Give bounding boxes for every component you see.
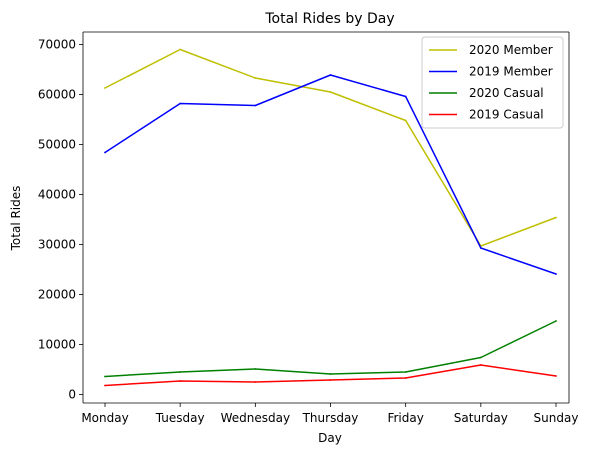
y-tick-label-60000: 60000 xyxy=(38,88,76,102)
plot-frame xyxy=(82,31,570,404)
y-tick-label-0: 0 xyxy=(68,388,76,402)
data-point-2019-member-wednesday xyxy=(254,104,257,107)
data-point-2019-casual-thursday xyxy=(329,379,332,381)
y-tick-label-70000: 70000 xyxy=(38,38,76,52)
data-point-2020-casual-monday xyxy=(104,375,106,378)
x-axis-ticks: Monday Tuesday Wednesday Thursday Friday Satu… xyxy=(81,403,578,425)
data-point-2020-member-tuesday xyxy=(179,48,182,51)
data-point-2019-member-tuesday xyxy=(179,102,182,105)
data-point-2019-casual-monday xyxy=(104,384,106,387)
x-tick-label-monday: Monday xyxy=(81,411,128,425)
chart-title: Total Rides by Day xyxy=(264,11,394,27)
data-point-2020-member-wednesday xyxy=(254,77,257,79)
x-tick-label-friday: Friday xyxy=(387,411,423,425)
series-2019-member xyxy=(104,74,557,275)
data-point-2019-casual-wednesday xyxy=(254,381,257,383)
y-axis-ticks: 0 10000 20000 30000 40000 50000 60000 70000 xyxy=(38,38,83,402)
data-point-2020-member-sunday xyxy=(555,216,557,219)
data-point-2020-casual-saturday xyxy=(479,356,482,359)
y-tick-label-40000: 40000 xyxy=(38,188,76,202)
y-tick-label-20000: 20000 xyxy=(38,288,76,302)
data-point-2020-member-thursday xyxy=(329,91,332,93)
legend: 2020 Member 2019 Member 2020 Casual 2019 Ca… xyxy=(421,36,564,129)
y-tick-label-10000: 10000 xyxy=(38,338,76,352)
series-2019-casual xyxy=(104,364,557,387)
data-point-2019-casual-tuesday xyxy=(179,380,182,382)
data-point-2019-member-sunday xyxy=(555,273,557,275)
series-layer xyxy=(104,48,557,387)
y-axis-label: Total Rides xyxy=(9,186,23,252)
data-point-2020-member-friday xyxy=(404,119,407,122)
data-point-2019-member-saturday xyxy=(479,247,482,249)
legend-label-2019-casual: 2019 Casual xyxy=(469,108,544,122)
data-point-2019-casual-saturday xyxy=(479,364,482,366)
x-tick-label-sunday: Sunday xyxy=(534,411,579,425)
data-point-2020-casual-tuesday xyxy=(179,371,182,373)
y-tick-label-50000: 50000 xyxy=(38,138,76,152)
x-tick-label-thursday: Thursday xyxy=(302,411,359,425)
legend-box xyxy=(421,36,564,129)
data-point-2019-member-friday xyxy=(404,95,407,98)
x-tick-label-wednesday: Wednesday xyxy=(221,411,290,425)
data-point-2020-casual-thursday xyxy=(329,373,332,375)
legend-label-2019-member: 2019 Member xyxy=(469,65,553,79)
x-tick-label-saturday: Saturday xyxy=(454,411,508,425)
y-tick-label-30000: 30000 xyxy=(38,238,76,252)
data-point-2020-casual-friday xyxy=(404,371,407,373)
data-point-2019-member-monday xyxy=(104,151,106,154)
series-2020-casual xyxy=(104,320,557,378)
data-point-2019-casual-sunday xyxy=(555,375,557,377)
legend-label-2020-member: 2020 Member xyxy=(469,43,553,57)
legend-label-2020-casual: 2020 Casual xyxy=(469,86,544,100)
data-point-2020-casual-wednesday xyxy=(254,368,257,370)
data-point-2020-casual-sunday xyxy=(555,320,557,322)
data-point-2019-member-thursday xyxy=(329,74,332,76)
x-tick-label-tuesday: Tuesday xyxy=(155,411,205,425)
data-point-2020-member-monday xyxy=(104,87,106,89)
data-point-2019-casual-friday xyxy=(404,377,407,379)
x-axis-label: Day xyxy=(318,431,342,445)
